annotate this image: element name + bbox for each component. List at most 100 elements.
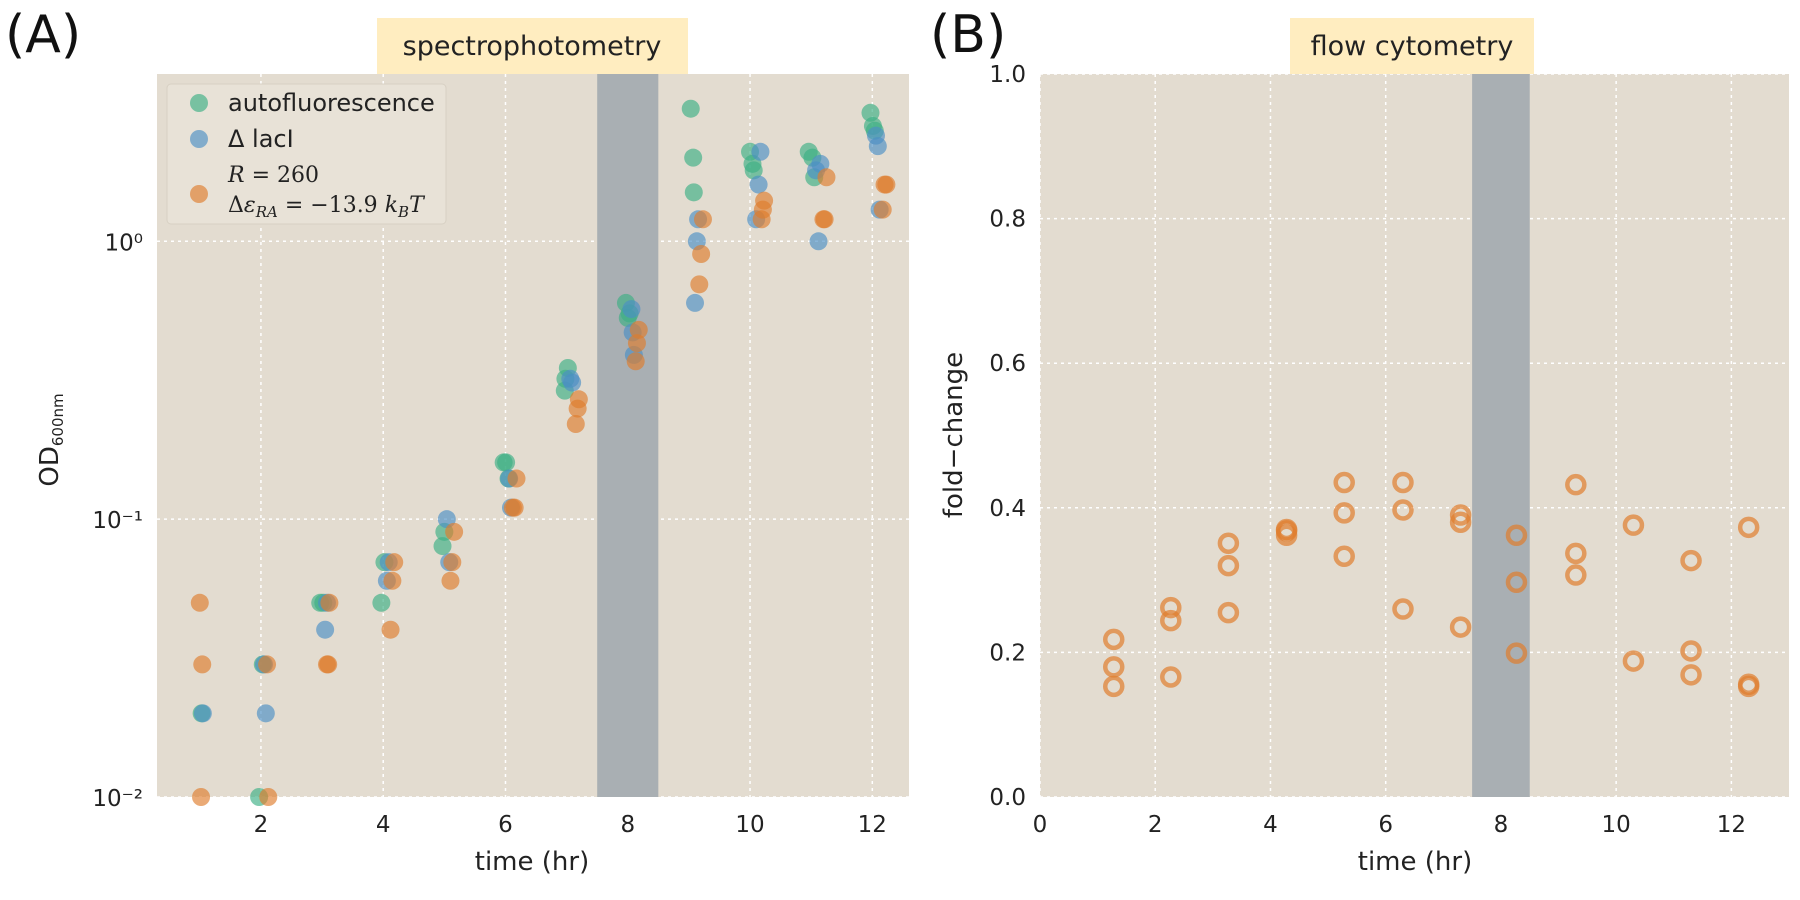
data-point-delta_laci: [811, 154, 830, 173]
legend-marker-autofluorescence: [190, 94, 208, 112]
data-point-fold-change: [1102, 656, 1125, 678]
data-point-delta_laci: [751, 142, 770, 161]
data-point-R260: [381, 620, 400, 639]
data-point-R260: [817, 168, 836, 187]
data-point-fold-change: [1275, 524, 1298, 547]
data-point-fold-change: [1737, 675, 1760, 698]
data-point-R260: [443, 553, 462, 572]
legend-marker-delta-laci: [190, 130, 208, 148]
x-tick-label: 8: [1494, 812, 1509, 838]
panel-label-b: (B): [930, 5, 1006, 65]
data-point-fold-change: [1565, 564, 1587, 586]
data-point-R260: [320, 593, 339, 612]
data-point-delta_laci: [868, 137, 887, 156]
data-point-fold-change: [1160, 666, 1182, 688]
data-point-R260: [566, 414, 585, 433]
data-point-R260: [569, 390, 588, 409]
data-point-R260: [192, 788, 211, 806]
panel-b-flow-cytometry: (B) 0 2 4 6 8 10 12 0.0 0.2 0.4 0.6 0.8 1.0 flow cy…: [930, 5, 1789, 877]
x-tick-label: 4: [1263, 812, 1278, 838]
plot-area-b: [1040, 74, 1789, 797]
title-box-a: [377, 18, 688, 74]
legend-label-delta-laci: Δ lacI: [228, 125, 294, 153]
legend-a: autofluorescence Δ lacI R = 260 ΔεRA = −…: [166, 83, 447, 225]
data-point-R260: [190, 593, 209, 612]
x-tick-label: 2: [254, 812, 269, 838]
panel-label-a: (A): [5, 5, 81, 65]
data-point-fold-change: [1217, 601, 1240, 624]
data-point-fold-change: [1622, 650, 1645, 672]
y-tick-label: 10⁰: [105, 230, 144, 256]
data-point-fold-change: [1217, 532, 1240, 554]
data-point-autofluorescence: [433, 537, 452, 556]
y-tick-labels-a: 10⁻² 10⁻¹ 10⁰: [92, 230, 143, 812]
x-tick-label: 6: [1378, 812, 1393, 838]
data-point-R260: [383, 571, 402, 590]
data-point-fold-change: [1333, 545, 1355, 567]
x-tick-labels-a: 2 4 6 8 10 12: [254, 812, 887, 838]
data-point-fold-change: [1505, 571, 1528, 594]
data-point-delta_laci: [749, 175, 768, 194]
x-axis-label-b: time (hr): [1358, 847, 1472, 877]
shaded-region-b: [1472, 74, 1530, 797]
data-point-autofluorescence: [744, 161, 763, 180]
data-point-R260: [815, 210, 834, 229]
data-point-R260: [693, 210, 712, 229]
data-point-R260: [441, 571, 460, 590]
shaded-region-a: [597, 74, 659, 797]
points-a: [190, 99, 896, 806]
data-point-fold-change: [1102, 628, 1125, 651]
y-tick-label: 10⁻²: [92, 786, 143, 812]
y-tick-label: 0.2: [989, 640, 1026, 666]
legend-label-r260-line1: R = 260: [227, 163, 319, 188]
x-tick-label: 10: [735, 812, 764, 838]
data-point-R260: [507, 469, 526, 488]
x-tick-label: 10: [1602, 812, 1631, 838]
data-point-delta_laci: [622, 300, 641, 319]
legend-marker-r260: [190, 185, 208, 203]
data-point-R260: [319, 655, 338, 674]
data-point-R260: [445, 522, 464, 541]
chart-title-a: spectrophotometry: [403, 31, 662, 62]
data-point-fold-change: [1333, 471, 1355, 494]
data-point-fold-change: [1392, 471, 1414, 494]
x-tick-label: 8: [620, 812, 635, 838]
x-tick-label: 0: [1033, 812, 1048, 838]
data-point-delta_laci: [809, 232, 828, 251]
data-point-fold-change: [1565, 473, 1587, 496]
data-point-autofluorescence: [681, 99, 700, 118]
grid-b: [1039, 73, 1789, 798]
data-point-fold-change: [1505, 642, 1528, 664]
data-point-fold-change: [1217, 554, 1240, 577]
x-tick-label: 4: [376, 812, 391, 838]
legend-box: [166, 83, 447, 225]
data-point-fold-change: [1160, 596, 1182, 619]
data-point-fold-change: [1449, 504, 1472, 526]
data-point-fold-change: [1102, 675, 1125, 698]
y-tick-label: 0.4: [989, 496, 1026, 522]
y-tick-label: 0.8: [989, 207, 1026, 233]
data-point-fold-change: [1505, 524, 1528, 547]
x-tick-labels-b: 0 2 4 6 8 10 12: [1033, 812, 1746, 838]
data-point-fold-change: [1680, 640, 1702, 662]
data-point-autofluorescence: [497, 453, 516, 472]
data-point-delta_laci: [193, 704, 212, 723]
data-point-delta_laci: [256, 704, 275, 723]
data-point-R260: [193, 655, 212, 674]
data-point-fold-change: [1392, 598, 1414, 620]
points-b: [1102, 471, 1760, 698]
data-point-R260: [627, 334, 646, 353]
x-axis-label-a: time (hr): [475, 847, 589, 877]
y-axis-label-b: fold−change: [939, 352, 969, 518]
x-tick-label: 12: [858, 812, 887, 838]
data-point-fold-change: [1680, 664, 1702, 686]
legend-label-autofluorescence: autofluorescence: [228, 89, 435, 117]
data-point-fold-change: [1392, 499, 1414, 521]
title-box-b: [1290, 18, 1534, 74]
data-point-R260: [877, 175, 896, 194]
data-point-fold-change: [1160, 609, 1182, 632]
y-tick-labels-b: 0.0 0.2 0.4 0.6 0.8 1.0: [989, 62, 1026, 811]
data-point-delta_laci: [686, 293, 705, 312]
data-point-delta_laci: [563, 373, 582, 392]
